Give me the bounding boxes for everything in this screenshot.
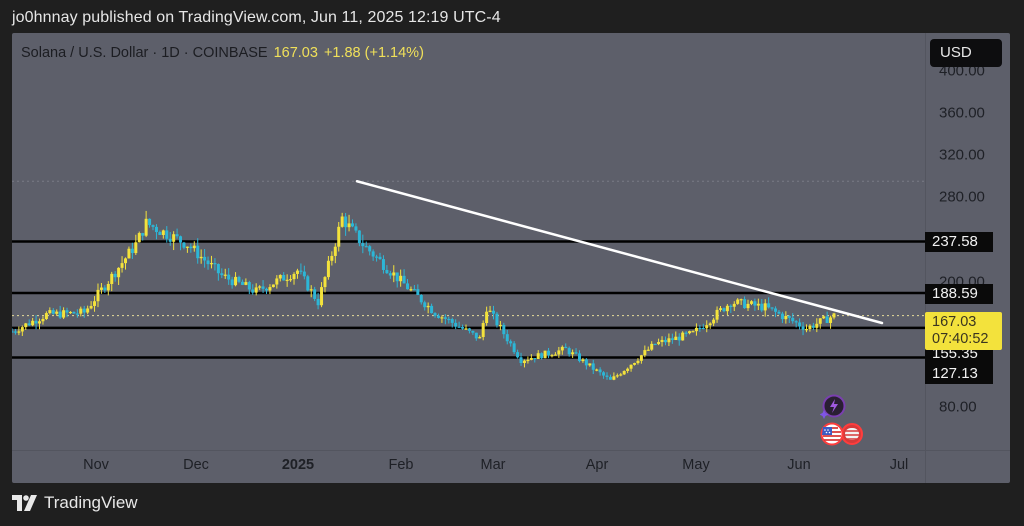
price-tick: 280.00 <box>939 188 985 206</box>
level-tag-127: 127.13 <box>925 364 993 384</box>
time-label: Mar <box>480 457 506 473</box>
last-price: 167.03 <box>273 45 318 61</box>
candlestick-chart <box>12 180 925 381</box>
level-tag-237: 237.58 <box>925 232 993 252</box>
tradingview-logo[interactable]: TradingView <box>12 493 138 513</box>
symbol-name: Solana / U.S. Dollar · 1D · COINBASE <box>21 45 268 61</box>
time-label: Apr <box>585 457 609 473</box>
plot-area[interactable] <box>12 33 925 450</box>
price-tick: 320.00 <box>939 146 985 164</box>
currency-button[interactable]: USD <box>930 39 1002 67</box>
lightning-event-icon[interactable] <box>820 394 846 419</box>
time-label: May <box>682 457 710 473</box>
price-tick: 360.00 <box>939 104 985 122</box>
time-label: Dec <box>183 457 209 473</box>
current-price: 167.03 <box>932 314 977 330</box>
time-label: Feb <box>388 457 414 473</box>
bar-countdown: 07:40:52 <box>932 331 989 347</box>
price-axis-divider <box>925 33 926 483</box>
tradingview-logo-icon <box>12 495 37 511</box>
us-economic-events-icon[interactable] <box>820 422 863 446</box>
symbol-legend[interactable]: Solana / U.S. Dollar · 1D · COINBASE 167.… <box>21 45 424 61</box>
time-axis-divider <box>12 450 1010 451</box>
time-label: Jun <box>787 457 811 473</box>
chart-panel[interactable]: Solana / U.S. Dollar · 1D · COINBASE 167.… <box>12 33 1010 483</box>
brand-name: TradingView <box>44 493 138 512</box>
time-label-year: 2025 <box>281 457 315 473</box>
level-tag-188: 188.59 <box>925 284 993 304</box>
price-change: +1.88 (+1.14%) <box>323 45 424 61</box>
current-price-tag: 167.03 07:40:52 <box>925 312 1002 350</box>
publish-info: jo0hnnay published on TradingView.com, J… <box>12 9 501 26</box>
time-label: Nov <box>83 457 109 473</box>
time-label: Jul <box>889 457 909 473</box>
price-tick: 80.00 <box>939 398 977 416</box>
